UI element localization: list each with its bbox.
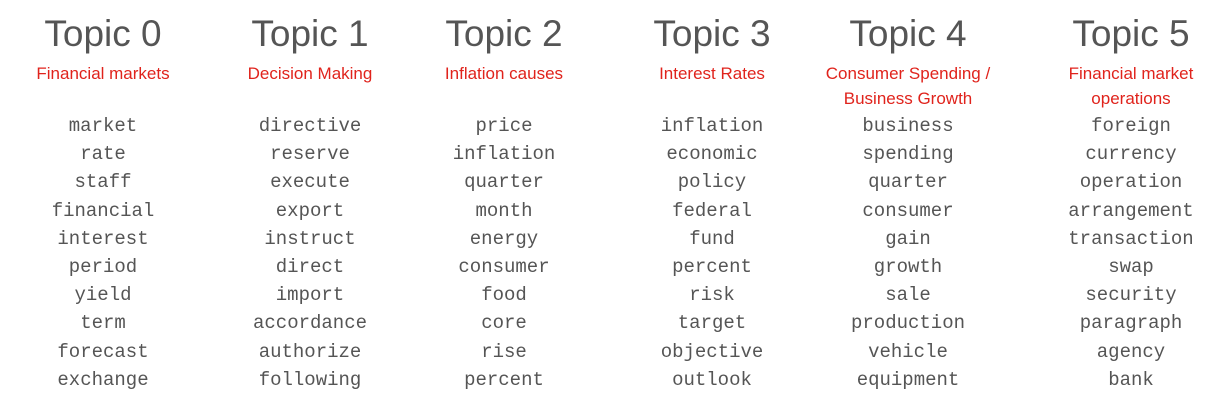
- topic-title: Topic 3: [653, 13, 771, 54]
- word-item: directive: [258, 115, 362, 137]
- word-item: market: [68, 115, 138, 137]
- topic-column-3: Topic 3 Interest Rates inflation economi…: [612, 0, 812, 391]
- topic-column-4: Topic 4 Consumer Spending / Business Gro…: [808, 0, 1008, 391]
- word-item: arrangement: [1068, 199, 1194, 222]
- word-item: objective: [660, 340, 764, 363]
- word-list: directive reserve execute export instruc…: [210, 112, 410, 394]
- topic-subtitle: Interest Rates: [659, 64, 765, 83]
- word-item: energy: [469, 227, 539, 250]
- topic-subtitle: Decision Making: [247, 64, 373, 83]
- word-item: month: [475, 199, 533, 222]
- word-item: rise: [481, 340, 527, 363]
- word-item: operation: [1079, 171, 1183, 194]
- word-item: percent: [464, 368, 544, 391]
- topic-column-1: Topic 1 Decision Making directive reserv…: [210, 0, 410, 391]
- word-list: business spending quarter consumer gain …: [808, 112, 1008, 394]
- word-list: price inflation quarter month energy con…: [404, 112, 604, 394]
- topic-column-5: Topic 5 Financial market operations fore…: [1031, 0, 1230, 391]
- word-item: sale: [885, 284, 931, 307]
- topic-column-2: Topic 2 Inflation causes price inflation…: [404, 0, 604, 391]
- word-item: core: [481, 312, 527, 335]
- word-item: swap: [1108, 255, 1154, 278]
- word-item: consumer: [458, 255, 550, 278]
- word-item: execute: [270, 171, 350, 194]
- topic-title: Topic 4: [849, 13, 967, 54]
- word-item: period: [68, 255, 138, 278]
- word-item: inflation: [452, 143, 556, 166]
- word-item: authorize: [258, 340, 362, 363]
- word-item: term: [80, 312, 126, 335]
- word-list: inflation economic policy federal fund p…: [612, 112, 812, 394]
- word-item: security: [1085, 284, 1177, 307]
- topic-subtitle: Financial market operations: [1068, 64, 1194, 108]
- word-item: rate: [80, 143, 126, 166]
- word-list: market rate staff financial interest per…: [3, 112, 203, 394]
- word-item: agency: [1096, 340, 1166, 363]
- word-item: policy: [677, 171, 747, 194]
- word-item: gain: [885, 227, 931, 250]
- word-item: business: [862, 115, 954, 137]
- topic-title: Topic 5: [1072, 13, 1190, 54]
- word-item: currency: [1085, 143, 1177, 166]
- word-item: interest: [57, 227, 149, 250]
- word-item: growth: [873, 255, 943, 278]
- word-item: yield: [74, 284, 132, 307]
- word-item: financial: [51, 199, 155, 222]
- topic-subtitle: Financial markets: [36, 64, 170, 83]
- word-item: quarter: [868, 171, 948, 194]
- topic-title: Topic 0: [44, 13, 162, 54]
- word-item: instruct: [264, 227, 356, 250]
- word-item: price: [475, 115, 533, 137]
- word-item: federal: [672, 199, 752, 222]
- word-item: production: [850, 312, 966, 335]
- word-item: consumer: [862, 199, 954, 222]
- topic-title: Topic 2: [445, 13, 563, 54]
- word-item: transaction: [1068, 227, 1194, 250]
- word-item: percent: [672, 255, 752, 278]
- word-item: forecast: [57, 340, 149, 363]
- topic-subtitle: Inflation causes: [444, 64, 564, 83]
- word-item: accordance: [252, 312, 368, 335]
- word-item: economic: [666, 143, 758, 166]
- word-item: quarter: [464, 171, 544, 194]
- topic-subtitle: Consumer Spending / Business Growth: [825, 64, 991, 108]
- word-item: risk: [689, 284, 735, 307]
- word-item: export: [275, 199, 345, 222]
- word-item: inflation: [660, 115, 764, 137]
- word-item: fund: [689, 227, 735, 250]
- word-item: import: [275, 284, 345, 307]
- word-item: spending: [862, 143, 954, 166]
- word-item: following: [258, 368, 362, 391]
- word-item: food: [481, 284, 527, 307]
- word-list: foreign currency operation arrangement t…: [1031, 112, 1230, 394]
- word-item: reserve: [270, 143, 350, 166]
- word-item: equipment: [856, 368, 960, 391]
- word-item: paragraph: [1079, 312, 1183, 335]
- word-item: exchange: [57, 368, 149, 391]
- word-item: outlook: [672, 368, 752, 391]
- topic-title: Topic 1: [251, 13, 369, 54]
- word-item: direct: [275, 255, 345, 278]
- word-item: bank: [1108, 368, 1154, 391]
- word-item: staff: [74, 171, 132, 194]
- word-item: target: [677, 312, 747, 335]
- word-item: vehicle: [868, 340, 948, 363]
- word-item: foreign: [1091, 115, 1171, 137]
- topic-column-0: Topic 0 Financial markets market rate st…: [3, 0, 203, 391]
